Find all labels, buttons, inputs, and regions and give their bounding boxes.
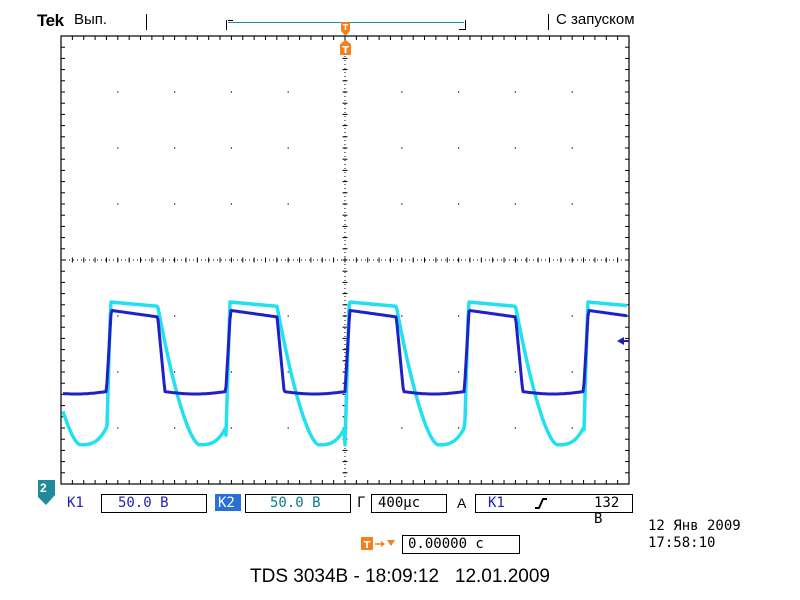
- trigger-level-arrow-icon: [617, 337, 629, 345]
- ch2-label: К2: [218, 495, 235, 511]
- ch2-scale-value: 50.0 В: [270, 495, 321, 511]
- trigger-position-icon: T: [361, 537, 395, 551]
- ch2-scale-box[interactable]: 50.0 В: [245, 494, 351, 513]
- trigger-source: К1: [488, 495, 505, 511]
- ch2-ground-marker-icon: [38, 480, 55, 505]
- footer-caption: TDS 3034B - 18:09:12 12.01.2009: [250, 566, 550, 587]
- timebase-label: Г: [357, 495, 366, 511]
- svg-text:T: T: [343, 23, 349, 32]
- header-divider: [146, 14, 147, 30]
- trigger-position-marker-icon: T: [341, 22, 350, 36]
- trigger-level: 132 В: [594, 495, 620, 527]
- run-state-label: Вып.: [74, 11, 108, 28]
- svg-text:T: T: [364, 540, 371, 551]
- ch1-scale-value: 50.0 В: [118, 495, 169, 511]
- trigger-mode-label: А: [457, 495, 467, 511]
- trigger-state-label: С запуском: [556, 11, 635, 28]
- time-label: 17:58:10: [648, 535, 716, 551]
- timebase-value: 400μс: [378, 495, 421, 511]
- ch2-waveform: [61, 300, 628, 447]
- timebase-box[interactable]: 400μс: [371, 494, 447, 513]
- ch2-label-badge[interactable]: К2: [215, 494, 241, 511]
- svg-text:T: T: [342, 45, 349, 56]
- trigger-position-value: 0.00000 с: [408, 536, 484, 552]
- trigger-position-box[interactable]: 0.00000 с: [402, 535, 520, 554]
- trigger-point-marker-icon: T: [340, 40, 351, 56]
- ch1-waveform: [62, 308, 628, 396]
- ch1-scale-box[interactable]: 50.0 В: [101, 494, 207, 513]
- rising-edge-icon: [535, 498, 547, 509]
- brand-logo: Tek: [37, 11, 64, 30]
- ch2-ground-marker-label: 2: [40, 481, 47, 495]
- trigger-settings-box[interactable]: К1 132 В: [475, 494, 633, 527]
- ch1-label: К1: [67, 495, 84, 511]
- date-label: 12 Янв 2009: [648, 518, 741, 534]
- header-divider: [548, 14, 549, 30]
